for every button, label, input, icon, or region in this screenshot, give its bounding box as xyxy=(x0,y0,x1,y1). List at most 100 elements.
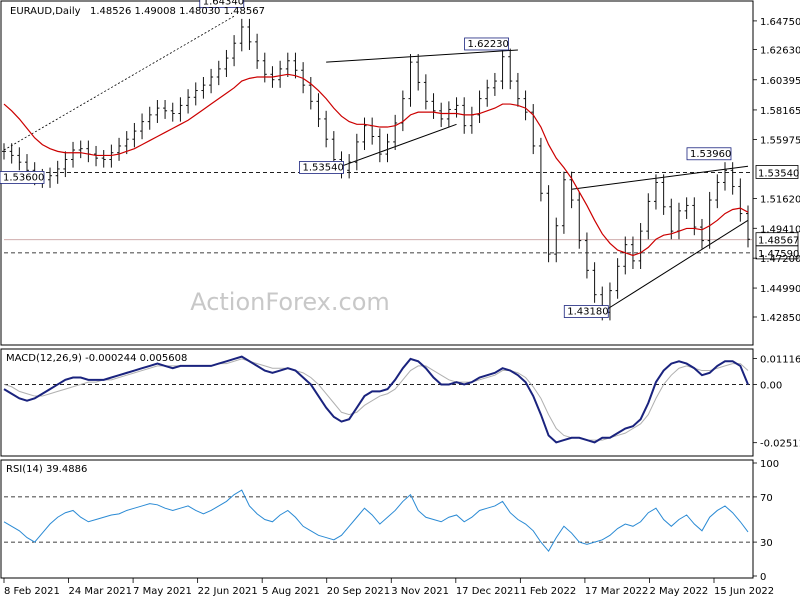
price-bar xyxy=(170,102,175,122)
price-bar xyxy=(446,101,451,128)
x-axis-label: 3 Nov 2021 xyxy=(391,586,449,597)
price-bar xyxy=(462,97,467,134)
price-bar xyxy=(577,191,582,249)
price-axis-label: 1.58165 xyxy=(760,106,800,117)
annotation-box: 1.53960 xyxy=(686,147,732,161)
price-bar xyxy=(209,68,214,94)
price-bar xyxy=(324,110,329,148)
price-bar xyxy=(377,128,382,163)
x-axis-label: 17 Dec 2021 xyxy=(456,586,520,597)
watermark: ActionForex.com xyxy=(190,288,390,316)
price-bar xyxy=(653,174,658,210)
annotation-frame xyxy=(686,147,732,161)
annotation-frame xyxy=(563,305,609,318)
price-bar xyxy=(132,122,137,148)
price-bar xyxy=(239,18,244,52)
price-bar xyxy=(630,236,635,269)
price-bar xyxy=(71,141,76,168)
price-bar xyxy=(101,150,106,168)
x-axis-label: 22 Jun 2021 xyxy=(198,586,258,597)
x-axis-label: 8 Feb 2021 xyxy=(4,586,60,597)
rsi-axis-label: 100 xyxy=(760,459,779,470)
rsi-panel-frame xyxy=(0,459,754,579)
annotation-box: 1.62230 xyxy=(464,37,509,51)
price-level-tag: 1.53540 xyxy=(755,165,799,179)
price-bar xyxy=(454,97,459,118)
price-bar xyxy=(124,131,129,155)
price-bar xyxy=(354,133,359,171)
price-bar xyxy=(316,93,321,128)
x-axis-label: 5 Aug 2021 xyxy=(262,586,320,597)
price-tag-label: 1.48567 xyxy=(758,236,799,247)
price-bar xyxy=(730,162,735,195)
price-bar xyxy=(347,154,352,179)
annotation-label: 1.53540 xyxy=(302,162,343,173)
price-bar xyxy=(301,62,306,94)
price-tag-box xyxy=(755,245,799,260)
price-bar xyxy=(63,151,68,178)
price-level-tag: 1.48567 xyxy=(755,232,799,247)
price-layer: 1.64340 1.62230 1.53540 1.53960 1.43180 1.536… xyxy=(0,0,752,321)
price-axis-label: 1.47200 xyxy=(760,254,800,265)
annotation-box: 1.53600 xyxy=(0,171,45,184)
price-bar xyxy=(661,174,666,215)
macd-axis-label: -0.025117 xyxy=(760,439,800,450)
annotation-frame xyxy=(464,37,509,51)
macd-layer xyxy=(3,355,752,444)
x-axis-label: 2 May 2022 xyxy=(649,586,708,597)
price-bar xyxy=(423,74,428,110)
price-bar xyxy=(538,137,543,202)
price-bar xyxy=(492,72,497,96)
price-bar xyxy=(140,113,145,140)
rsi-axis-label: 0 xyxy=(760,572,766,583)
annotation-box: 1.43180 xyxy=(563,305,609,318)
rsi-title: RSI(14) 39.4886 xyxy=(6,464,87,475)
price-tag-label: 1.53540 xyxy=(758,168,799,179)
price-bar xyxy=(623,236,628,275)
annotation-frame xyxy=(299,161,344,174)
price-bar xyxy=(308,77,313,110)
price-bar xyxy=(584,232,589,279)
price-bar xyxy=(684,197,689,219)
price-axis-label: 1.60395 xyxy=(760,76,800,87)
macd-axis-label: 0.00 xyxy=(760,380,782,391)
x-axis-label: 24 Mar 2021 xyxy=(69,586,132,597)
rsi-series-line xyxy=(3,489,749,553)
price-bar xyxy=(262,52,267,83)
price-bar xyxy=(109,144,114,168)
price-bar xyxy=(232,35,237,67)
price-bar xyxy=(78,140,83,159)
rally-guide-line xyxy=(3,15,235,151)
annotation-box: 1.53540 xyxy=(299,161,344,174)
price-bar xyxy=(515,72,520,107)
macd-series-signal xyxy=(3,358,749,441)
price-bar xyxy=(55,160,60,184)
price-bar xyxy=(408,54,413,107)
macd-panel-frame xyxy=(0,348,754,457)
annotation-frame xyxy=(0,171,45,184)
price-bar xyxy=(523,90,528,121)
annotation-label: 1.62230 xyxy=(468,39,509,50)
price-tag-box xyxy=(755,165,799,179)
header-symbol: EURAUD,Daily xyxy=(10,6,81,17)
price-bar xyxy=(561,171,566,234)
rsi-layer xyxy=(3,489,752,553)
axis-layer: 1.64750 1.62630 1.60395 1.58165 1.55975 1.535… xyxy=(3,17,800,597)
price-bar xyxy=(669,198,674,240)
price-bar xyxy=(255,33,260,69)
channel-upper-trendline xyxy=(326,49,518,63)
annotation-label: 1.43180 xyxy=(567,307,608,318)
price-bar xyxy=(224,49,229,78)
price-bar xyxy=(370,117,375,145)
macd-title: MACD(12,26,9) -0.000244 0.005608 xyxy=(6,353,187,364)
price-bar xyxy=(738,178,743,222)
annotation-frame xyxy=(199,0,245,8)
price-bar xyxy=(247,18,252,50)
x-axis-label: 1 Feb 2022 xyxy=(520,586,576,597)
price-bar xyxy=(477,90,482,123)
price-axis-label: 1.49410 xyxy=(760,224,800,235)
price-axis-label: 1.55975 xyxy=(760,136,800,147)
price-bar xyxy=(400,90,405,132)
price-bar xyxy=(469,106,474,134)
